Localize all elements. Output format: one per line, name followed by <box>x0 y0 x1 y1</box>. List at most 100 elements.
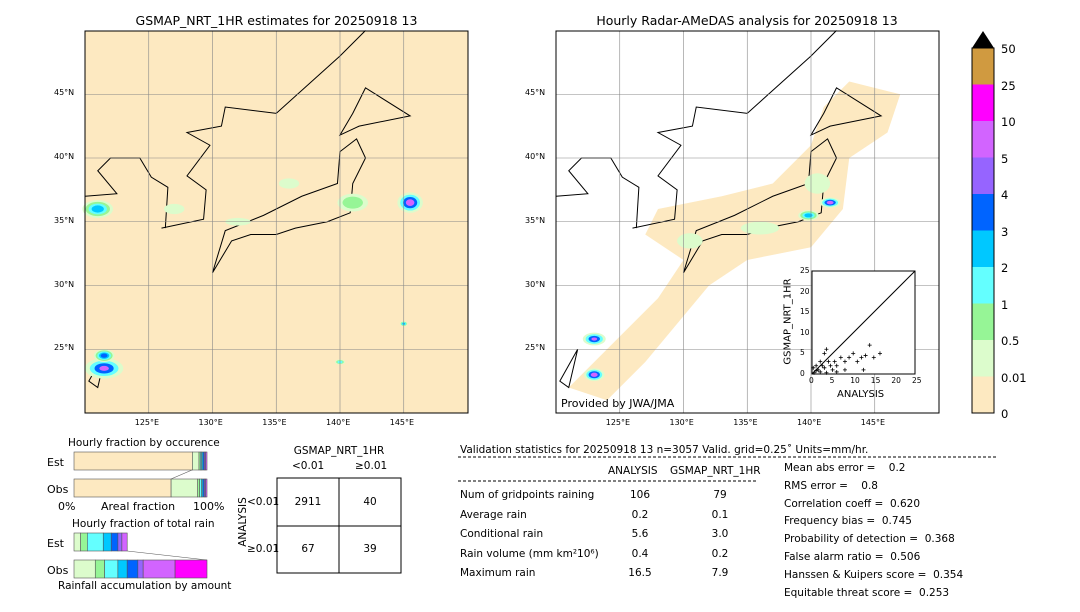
left-lat-tick: 45°N <box>54 88 75 98</box>
stats-score: RMS error = 0.8 <box>784 479 878 492</box>
right-lon-tick: 140°E <box>797 418 822 427</box>
stats-analysis-value: 0.4 <box>631 547 649 560</box>
colorbar-segment <box>972 84 994 121</box>
stats-analysis-value: 5.6 <box>631 528 649 540</box>
colorbar-label: 2 <box>1001 261 1009 275</box>
right-rain-cell <box>804 213 813 218</box>
left-lat-tick: 30°N <box>54 279 75 289</box>
stats-score: False alarm ratio = 0.506 <box>784 551 921 563</box>
right-coastline <box>555 30 883 389</box>
scatter-xtick: 15 <box>870 376 881 385</box>
stats-analysis-value: 0.2 <box>631 508 649 521</box>
rain-obs-label: Obs <box>47 564 69 577</box>
rain-connector <box>127 550 208 561</box>
scatter-ytick: 25 <box>800 266 810 275</box>
colorbar-extend-arrow <box>972 31 994 48</box>
scatter-point <box>830 367 835 372</box>
colorbar-segment <box>972 194 994 231</box>
colorbar-segment <box>972 376 994 413</box>
right-rain-cell <box>826 200 834 205</box>
scatter-point <box>847 355 852 360</box>
colorbar-segment <box>972 121 994 158</box>
occ-xlabel: Areal fraction <box>101 500 176 513</box>
left-lat-tick: 40°N <box>54 152 75 161</box>
occ-xtick-left: 0% <box>58 500 76 513</box>
stats-score: Hanssen & Kuipers score = 0.354 <box>784 568 964 581</box>
cell-hit: 39 <box>363 543 377 555</box>
colorbar-segment <box>972 157 994 194</box>
scatter-point <box>822 365 827 370</box>
colorbar-segment <box>972 267 994 304</box>
stats-col-analysis: ANALYSIS <box>608 465 658 477</box>
colorbar-label: 5 <box>1001 151 1009 166</box>
scatter-point <box>834 369 839 374</box>
rain-obs-segment <box>117 559 128 579</box>
left-lon-tick: 135°E <box>262 418 287 427</box>
colorbar-label: 1 <box>1001 297 1009 312</box>
rain-obs-segment <box>73 559 96 579</box>
scatter-point <box>824 347 829 352</box>
stats-score: Mean abs error = 0.2 <box>784 462 906 474</box>
scatter-point <box>867 343 872 348</box>
scatter-point <box>812 370 817 375</box>
right-rain-cell <box>740 221 780 235</box>
scatter-xtick: 10 <box>850 376 860 385</box>
rain-est-segment <box>110 532 119 552</box>
scatter-point <box>838 355 843 360</box>
colorbar-segment <box>972 303 994 340</box>
scatter-ytick: 10 <box>800 327 810 337</box>
right-lon-tick: 125°E <box>605 418 631 427</box>
scatter-point <box>863 353 868 358</box>
scatter-point <box>877 351 882 356</box>
left-rain-cell <box>278 178 300 189</box>
stats-row-label: Rain volume (mm km²10⁶) <box>460 547 599 560</box>
contingency-col-1: <0.01 <box>292 460 325 472</box>
right-rain-cell <box>677 233 703 249</box>
scatter-point <box>818 369 823 374</box>
rain-obs-segment <box>126 559 139 579</box>
data-credit: Provided by JWA/JMA <box>561 397 675 410</box>
scatter-ytick: 5 <box>800 348 805 358</box>
left-lon-tick: 145°E <box>389 418 415 427</box>
scatter-xlabel: ANALYSIS <box>837 389 885 400</box>
left-rain-cell <box>99 365 109 371</box>
stats-row-label: Average rain <box>460 508 527 521</box>
right-rain-cell <box>590 372 598 377</box>
left-rain-cell <box>405 199 415 207</box>
left-lat-tick: 35°N <box>54 215 75 225</box>
occurrence-title: Hourly fraction by occurence <box>68 437 220 449</box>
scatter-point <box>818 359 823 364</box>
scatter-point <box>820 363 825 368</box>
rain-est-label: Est <box>47 537 64 550</box>
scatter-point <box>822 351 827 356</box>
scatter-ytick: 20 <box>800 286 810 296</box>
contingency-col-2: ≥0.01 <box>355 460 388 472</box>
occurrence-est-segment <box>192 451 200 471</box>
stats-gsmap-value: 0.2 <box>711 547 729 560</box>
stats-col-gsmap: GSMAP_NRT_1HR <box>670 465 761 477</box>
occ-obs-label: Obs <box>47 483 69 496</box>
scatter-point <box>832 359 837 364</box>
left-rain-cell <box>91 205 104 213</box>
scatter-xtick: 25 <box>912 376 922 385</box>
scatter-point <box>855 359 860 364</box>
stats-analysis-value: 106 <box>629 489 651 501</box>
contingency-row-2: ≥0.01 <box>247 543 280 555</box>
stats-row-label: Conditional rain <box>460 528 544 540</box>
occurrence-obs-segment <box>170 478 198 498</box>
scatter-point <box>814 368 819 373</box>
rain-obs-segment <box>104 559 119 579</box>
left-rain-cell <box>100 353 108 358</box>
right-lat-tick: 25°N <box>525 343 546 353</box>
right-map-title: Hourly Radar-AMeDAS analysis for 2025091… <box>596 13 898 28</box>
rain-est-segment <box>117 532 123 552</box>
right-lat-tick: 40°N <box>525 152 546 161</box>
rain-obs-segment <box>137 559 144 579</box>
contingency-row-1: <0.01 <box>247 496 280 508</box>
rain-obs-segment <box>174 559 208 579</box>
left-map-title: GSMAP_NRT_1HR estimates for 20250918 13 <box>135 13 418 28</box>
stats-gsmap-value: 3.0 <box>711 528 729 540</box>
right-lon-tick: 130°E <box>669 418 694 427</box>
rain-obs-segment <box>94 559 105 579</box>
right-rain-cell <box>804 173 831 194</box>
